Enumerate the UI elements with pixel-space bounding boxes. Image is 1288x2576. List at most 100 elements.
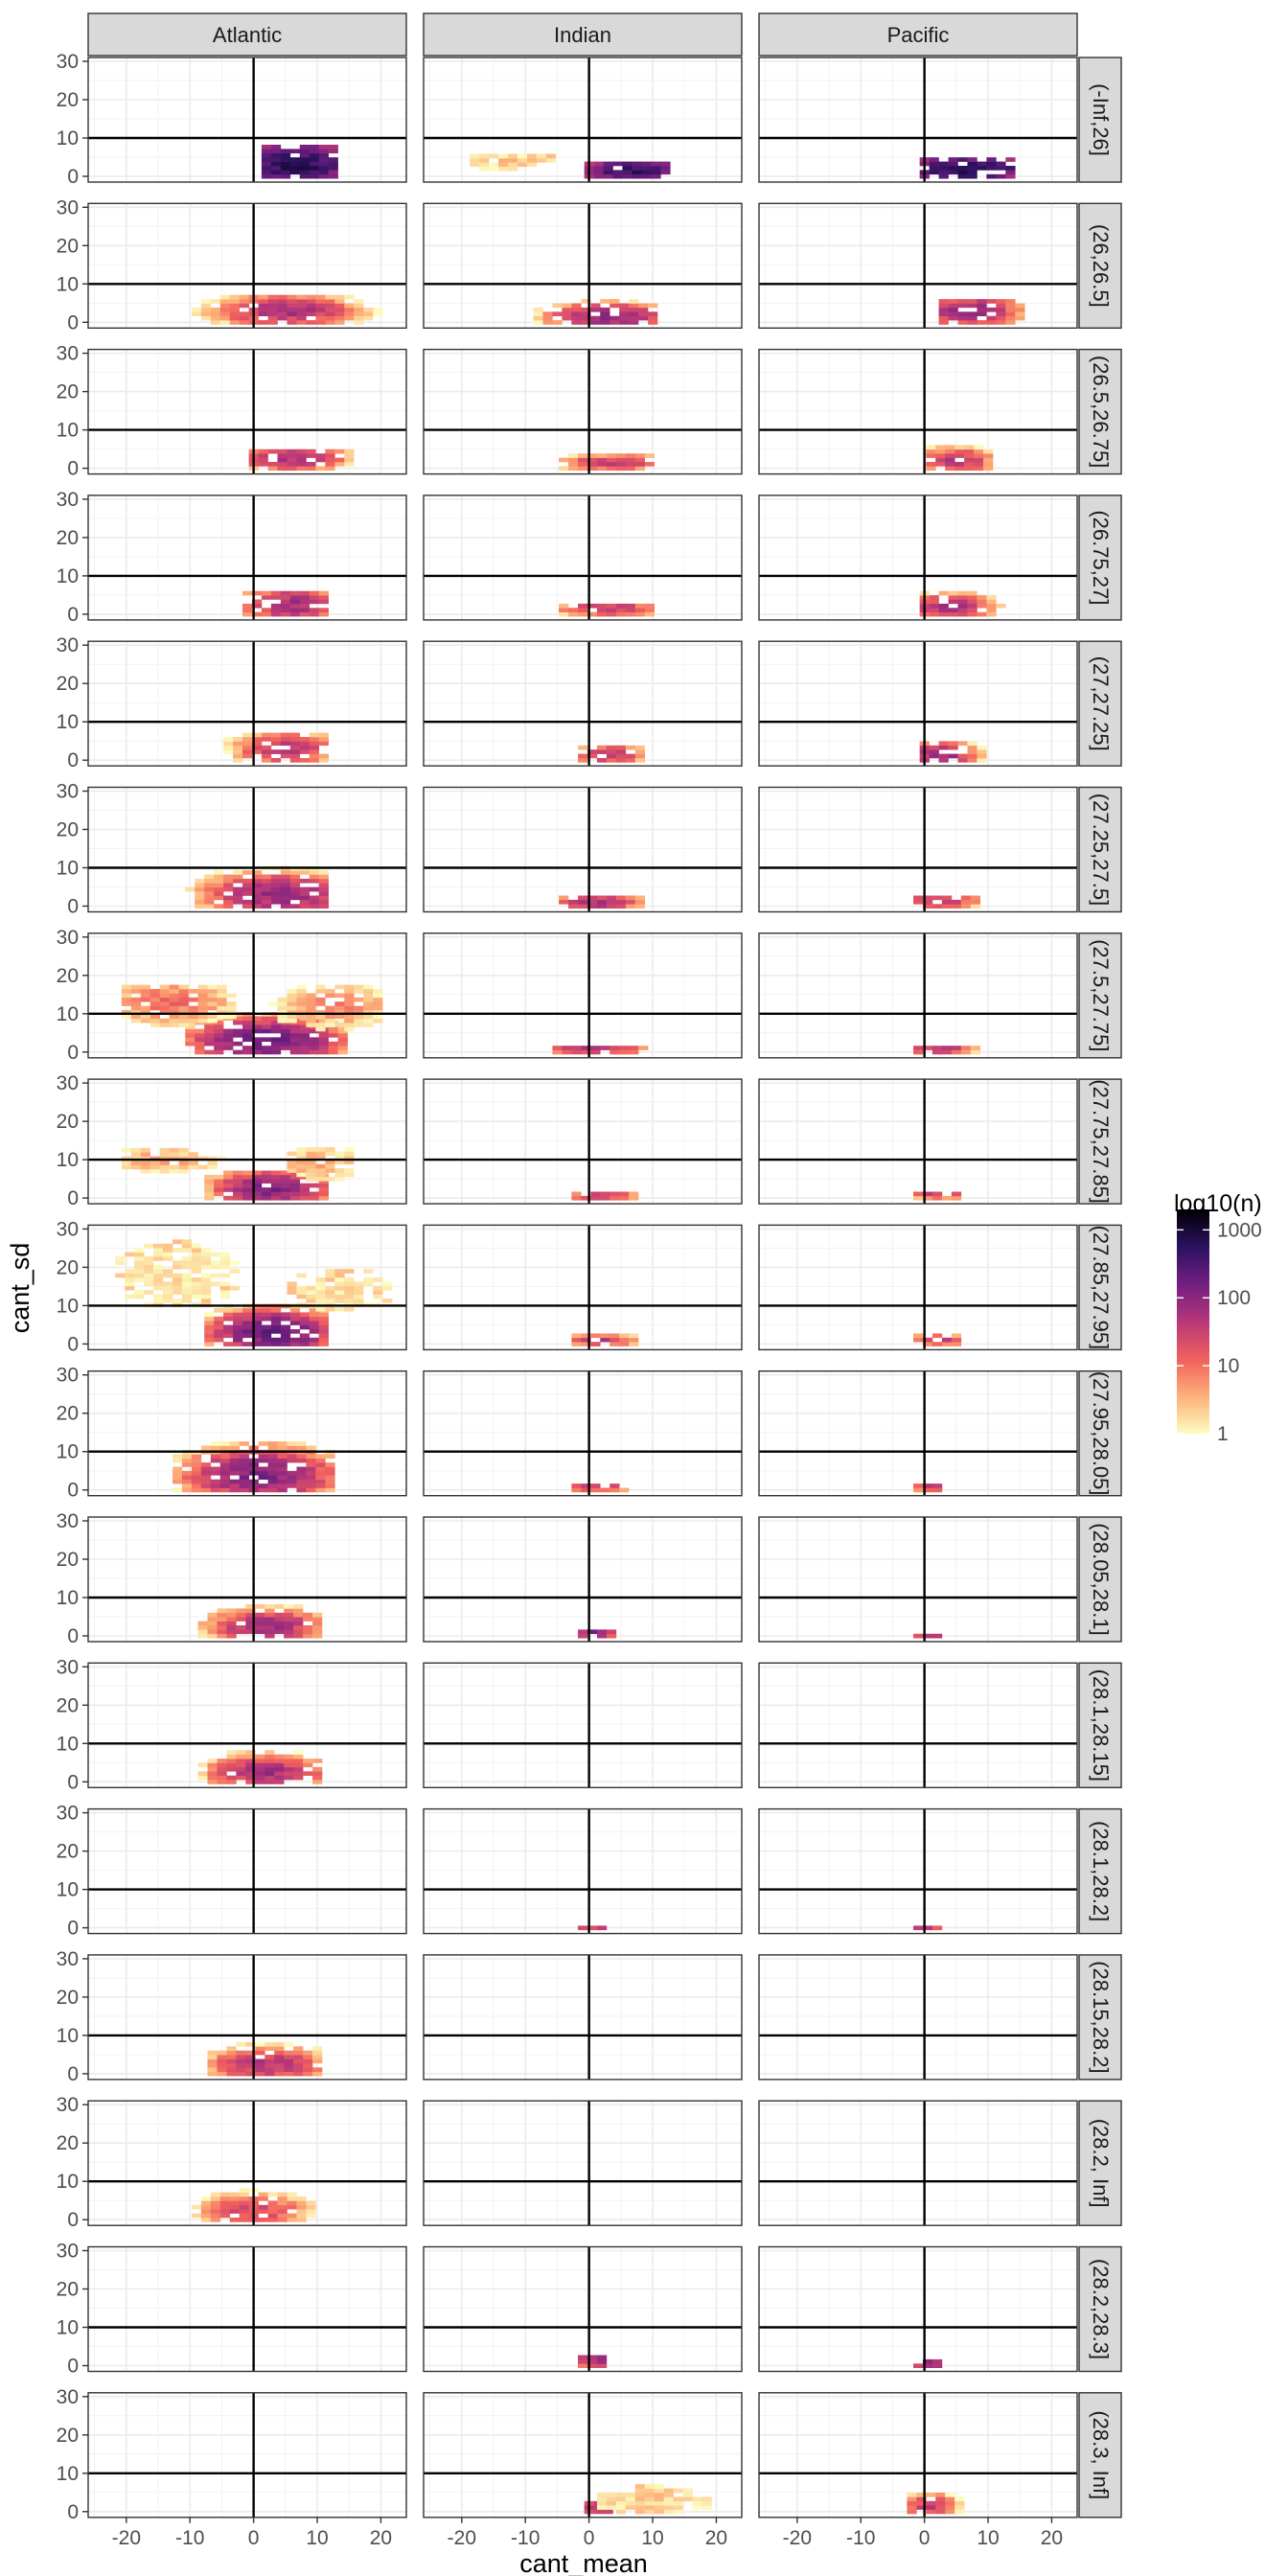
heat-tile <box>619 1342 630 1346</box>
heat-tile <box>153 1281 164 1287</box>
y-tick-label: 10 <box>57 1003 79 1025</box>
heat-tile <box>996 315 1006 321</box>
heat-tile <box>306 1294 316 1300</box>
heat-tile <box>226 2055 237 2059</box>
heat-tile <box>373 1018 383 1024</box>
heat-tile <box>334 1299 345 1303</box>
heat-tile <box>986 307 997 312</box>
heat-tile <box>204 891 215 896</box>
heat-tile <box>233 1020 243 1025</box>
heat-tile <box>922 1487 933 1493</box>
heat-tile <box>251 745 263 750</box>
heat-tile <box>251 599 263 605</box>
heat-tile <box>159 1005 170 1011</box>
heat-tile <box>318 1342 329 1346</box>
heat-tile <box>219 1252 231 1257</box>
heat-tile <box>287 1441 297 1446</box>
heat-tile <box>270 1179 282 1184</box>
row-strip-label: (28.05,28.1] <box>1089 1523 1113 1635</box>
y-tick-label: 0 <box>67 1333 79 1355</box>
panel-background <box>424 203 742 329</box>
heat-tile <box>571 1487 582 1493</box>
heat-tile <box>270 1049 282 1055</box>
heat-tile <box>309 870 319 875</box>
heat-tile <box>289 1321 301 1325</box>
heat-tile <box>293 1633 304 1639</box>
heat-tile <box>964 462 975 467</box>
heat-tile <box>663 2505 674 2510</box>
heat-tile <box>318 173 329 179</box>
heat-tile <box>229 303 240 309</box>
heat-tile <box>932 2358 943 2364</box>
y-tick-label: 0 <box>67 1187 79 1209</box>
heat-tile <box>325 1269 335 1274</box>
heat-tile <box>922 1484 933 1488</box>
heat-tile <box>270 883 282 887</box>
heat-tile <box>289 741 301 747</box>
panel-10-0 <box>87 1516 407 1643</box>
panel-border <box>758 1662 1078 1789</box>
heat-tile <box>619 1046 630 1050</box>
heat-tile <box>325 1277 335 1282</box>
heat-tile <box>210 2218 221 2222</box>
heat-tile <box>651 166 661 171</box>
heat-tile <box>951 1333 962 1339</box>
heat-tile <box>280 1312 291 1318</box>
heat-tile <box>644 2484 655 2489</box>
panel-16-2 <box>758 2392 1078 2518</box>
heat-tile <box>596 453 608 458</box>
heat-tile <box>245 1621 256 1626</box>
heat-tile <box>610 1333 620 1339</box>
heat-tile <box>172 1454 183 1459</box>
heat-tile <box>178 1147 189 1153</box>
row-strip-8: (27.85,27.95] <box>1078 1224 1122 1351</box>
heat-tile <box>296 2196 307 2201</box>
panel-background <box>759 203 1077 329</box>
heat-tile <box>986 157 997 162</box>
heat-tile <box>258 453 268 458</box>
heat-tile <box>363 307 374 312</box>
y-axes: 0102030010203001020300102030010203001020… <box>57 51 88 2523</box>
heat-tile <box>200 1290 212 1295</box>
heat-tile <box>309 732 319 738</box>
heat-tile <box>274 2050 285 2056</box>
heat-tile <box>354 303 364 309</box>
heat-tile <box>270 170 282 175</box>
heat-tile <box>926 2509 936 2515</box>
heat-tile <box>334 1172 345 1178</box>
row-strip-6: (27.5,27.75] <box>1078 932 1122 1059</box>
panel-10-1 <box>423 1516 743 1643</box>
heat-tile <box>603 161 613 167</box>
heat-tile <box>289 611 301 617</box>
heat-tile <box>270 874 282 880</box>
heat-tile <box>586 611 598 617</box>
heat-tile <box>289 1174 301 1180</box>
heat-tile <box>210 1466 221 1472</box>
heat-tile <box>188 1005 198 1011</box>
heat-tile <box>163 1299 173 1303</box>
y-tick-label: 10 <box>57 565 79 587</box>
heat-tile <box>913 1333 924 1339</box>
heat-tile <box>200 2213 212 2219</box>
heat-tile <box>226 1775 237 1781</box>
heat-tile <box>325 1484 335 1488</box>
heat-tile <box>181 1256 193 1261</box>
panel-9-1 <box>423 1369 743 1497</box>
heat-tile <box>130 997 142 1002</box>
row-strip-14: (28.2, Inf] <box>1078 2100 1122 2226</box>
heat-tile <box>328 1033 338 1038</box>
heat-tile <box>578 904 588 908</box>
heat-tile <box>226 1780 237 1784</box>
heat-tile <box>354 984 364 990</box>
heat-tile <box>967 745 978 750</box>
heat-tile <box>169 993 179 999</box>
heat-tile <box>619 311 630 316</box>
heat-tile <box>318 1033 329 1038</box>
heat-tile <box>280 595 291 600</box>
heat-tile <box>325 1151 335 1157</box>
heat-tile <box>619 320 630 325</box>
heat-tile <box>178 1001 189 1006</box>
heat-tile <box>578 1925 588 1931</box>
heat-tile <box>258 320 268 325</box>
heat-tile <box>303 2050 313 2056</box>
